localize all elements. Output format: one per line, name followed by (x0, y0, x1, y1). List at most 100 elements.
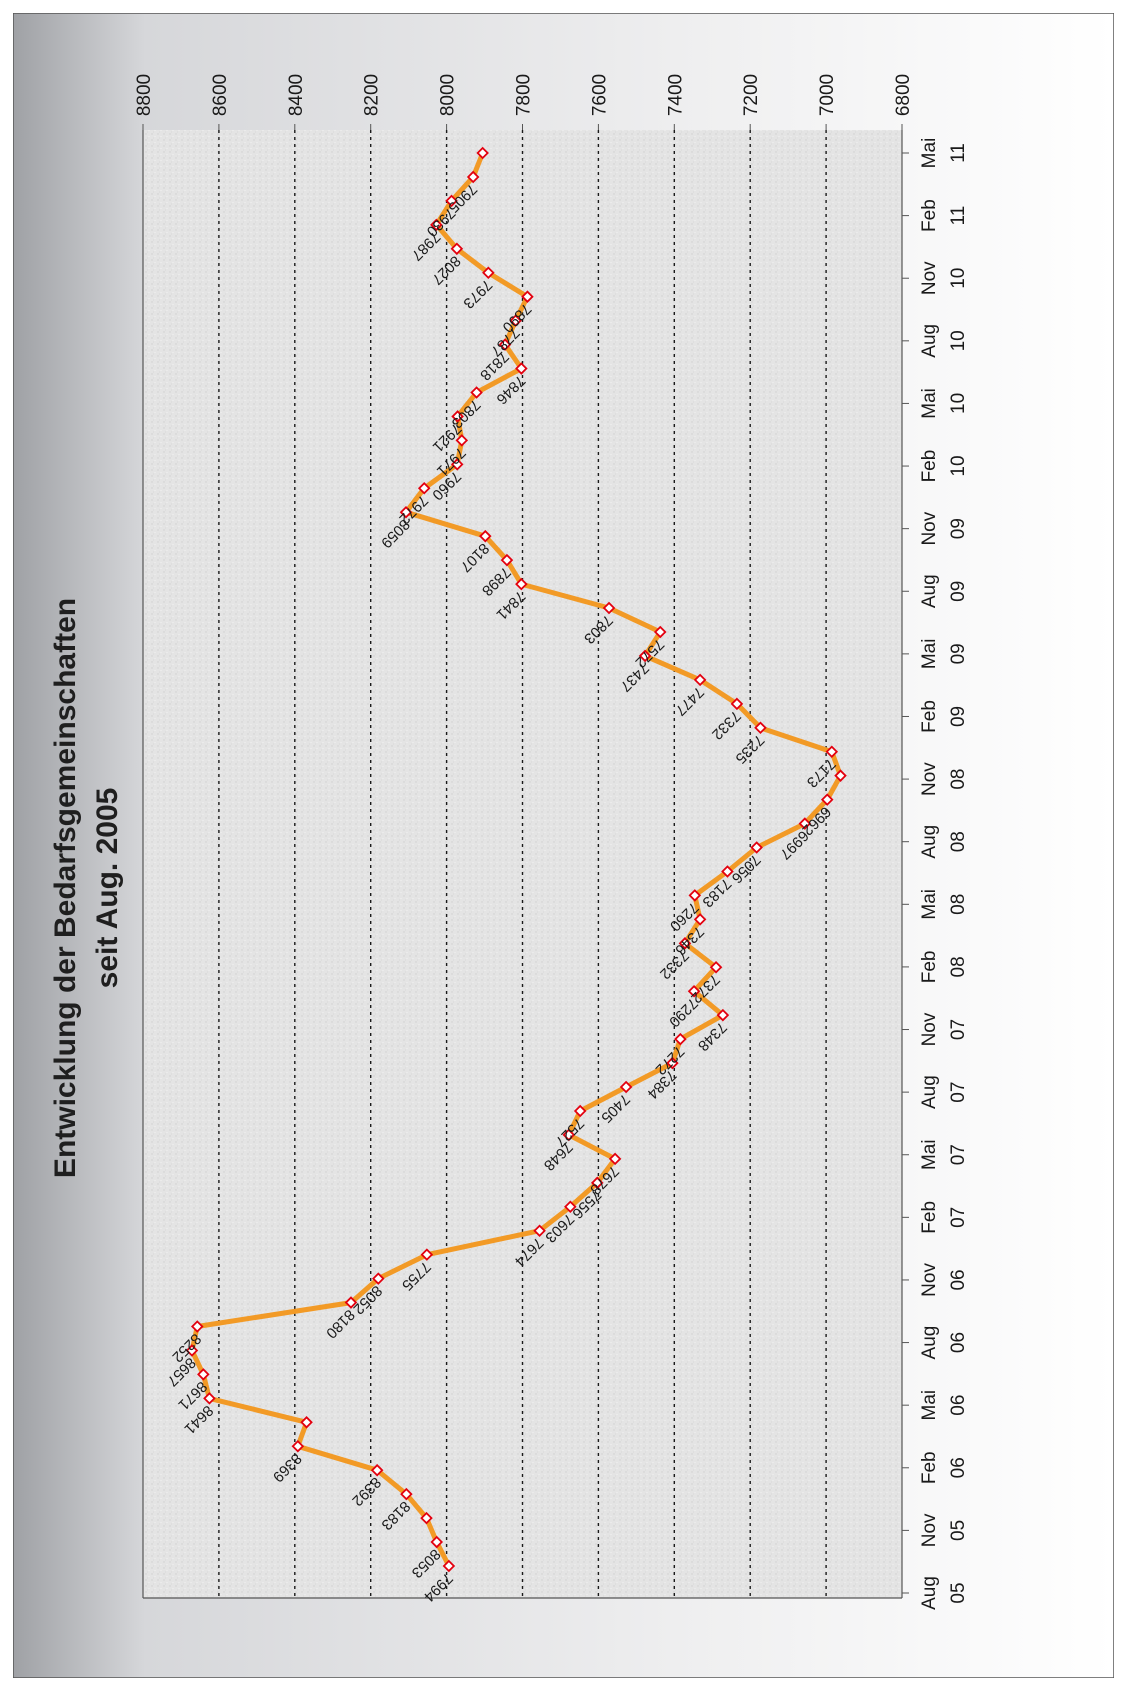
x-tick-month: Mai (919, 889, 940, 920)
data-point (300, 1416, 313, 1429)
x-tick-label: Nov 06 (919, 1263, 969, 1297)
x-tick-year: 07 (948, 1207, 969, 1228)
x-tick-year: 09 (948, 706, 969, 727)
data-point (445, 194, 458, 208)
data-point (573, 1104, 587, 1118)
x-tick-month: Feb (919, 199, 940, 232)
x-tick-month: Aug (919, 574, 940, 608)
data-point (515, 577, 528, 591)
data-point (372, 1272, 385, 1285)
x-tick-month: Nov (919, 1513, 940, 1547)
data-point (533, 1224, 546, 1237)
data-point (608, 1152, 622, 1166)
x-tick-year: 07 (948, 1019, 969, 1040)
data-point (476, 146, 489, 160)
x-tick-month: Nov (919, 1263, 940, 1297)
data-point (653, 625, 667, 639)
x-tick-month: Nov (919, 762, 940, 796)
data-point (400, 1487, 413, 1501)
x-tick-month: Aug (919, 825, 940, 859)
y-tick-label: 7200 (741, 74, 762, 116)
data-point (479, 529, 492, 543)
x-tick-label: Mai 07 (919, 1139, 969, 1170)
x-tick-year: 11 (948, 143, 969, 163)
data-point (455, 434, 469, 447)
data-point (730, 697, 744, 711)
x-tick-month: Aug (919, 324, 940, 358)
x-tick-label: Feb 07 (919, 1201, 969, 1234)
x-tick-label: Aug 07 (919, 1075, 969, 1109)
data-point (420, 1511, 433, 1525)
y-tick-label: 8200 (362, 74, 383, 116)
x-tick-year: 10 (948, 393, 969, 414)
data-point (470, 386, 483, 399)
data-point (515, 362, 528, 375)
data-point (203, 1392, 216, 1405)
data-point (666, 1056, 679, 1070)
x-tick-label: Aug 09 (919, 574, 969, 608)
data-point (442, 1559, 456, 1573)
x-tick-label: Feb 11 (919, 199, 969, 232)
x-tick-label: Mai 06 (919, 1390, 969, 1421)
x-tick-year: 10 (948, 268, 969, 289)
y-tick-label: 6800 (893, 74, 914, 116)
data-point (450, 458, 464, 471)
data-point (709, 960, 723, 974)
data-point (521, 290, 534, 303)
data-point (798, 817, 812, 830)
y-tick-label: 8600 (210, 74, 231, 116)
data-point (564, 1200, 577, 1214)
data-point (370, 1463, 384, 1477)
x-tick-year: 10 (948, 330, 969, 351)
data-point (498, 338, 512, 351)
data-point (721, 865, 734, 878)
x-tick-year: 06 (948, 1332, 969, 1353)
x-tick-label: Feb 09 (919, 700, 969, 733)
x-tick-month: Aug (919, 1576, 940, 1610)
data-point (500, 553, 514, 567)
data-point (482, 266, 495, 280)
y-tick-label: 7800 (514, 74, 535, 116)
x-tick-year: 09 (948, 581, 969, 602)
data-point (466, 170, 480, 184)
y-tick-label: 8400 (286, 74, 307, 116)
data-point (619, 1080, 633, 1094)
chart-subtitle: seit Aug. 2005 (91, 788, 124, 989)
x-tick-year: 06 (948, 1269, 969, 1290)
x-tick-label: Feb 06 (919, 1451, 969, 1484)
data-point (417, 482, 431, 495)
x-tick-label: Mai 09 (919, 639, 969, 670)
x-tick-month: Feb (919, 1451, 940, 1484)
data-point (754, 721, 767, 735)
x-tick-year: 07 (948, 1144, 969, 1165)
data-point (693, 913, 707, 926)
x-tick-year: 05 (948, 1582, 969, 1603)
data-point (190, 1320, 204, 1333)
x-tick-year: 09 (948, 518, 969, 539)
data-point (185, 1344, 199, 1357)
x-tick-month: Nov (919, 511, 940, 545)
data-point (509, 314, 522, 327)
x-tick-label: Feb 10 (919, 450, 969, 483)
plot-area (143, 130, 902, 1598)
data-point (688, 889, 702, 902)
chart-title-group: Entwicklung der Bedarfsgemeinschaften se… (49, 598, 124, 1178)
x-tick-year: 10 (948, 455, 969, 476)
data-point (197, 1368, 210, 1381)
x-tick-year: 09 (948, 643, 969, 664)
x-tick-month: Aug (919, 1075, 940, 1109)
y-tick-label: 8000 (438, 74, 459, 116)
data-point (674, 1032, 687, 1046)
x-tick-month: Mai (919, 138, 940, 169)
x-tick-label: Mai 08 (919, 889, 969, 920)
x-tick-month: Feb (919, 1201, 940, 1234)
x-tick-year: 08 (948, 956, 969, 977)
y-tick-label: 7400 (665, 74, 686, 116)
x-tick-year: 08 (948, 769, 969, 790)
data-point (430, 218, 443, 232)
x-tick-year: 11 (948, 206, 969, 226)
x-tick-year: 06 (948, 1457, 969, 1478)
data-point (716, 1008, 730, 1022)
x-tick-month: Mai (919, 1139, 940, 1170)
data-point (693, 673, 707, 687)
